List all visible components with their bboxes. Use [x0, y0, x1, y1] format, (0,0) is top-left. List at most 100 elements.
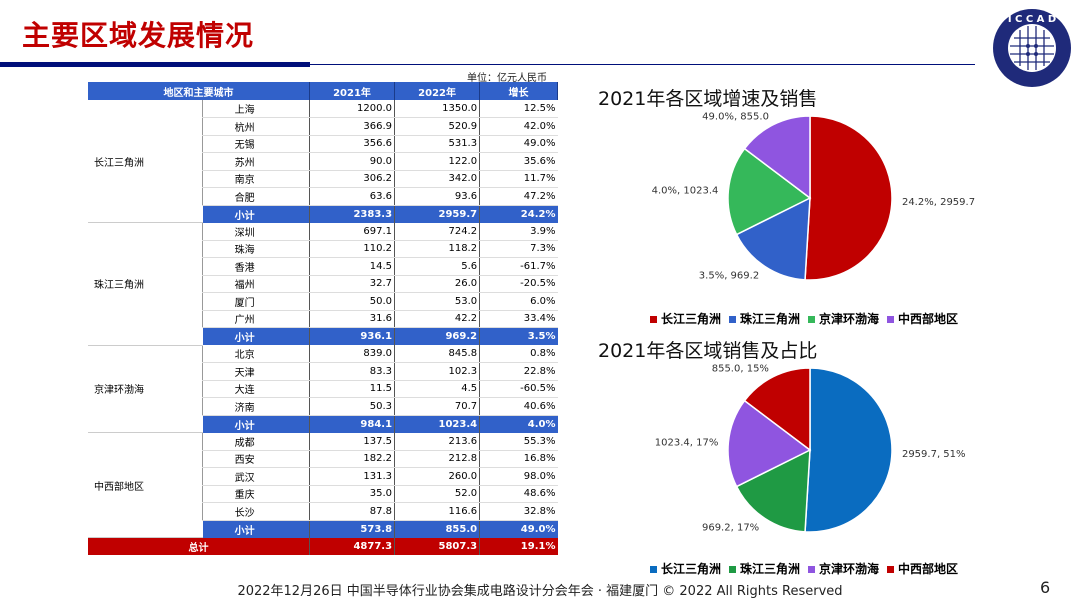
subtotal-growth: 3.5%: [479, 327, 558, 345]
legend-item: 京津环渤海: [808, 560, 879, 577]
legend-label: 中西部地区: [898, 562, 959, 576]
legend-swatch: [887, 566, 895, 573]
value-2021: 50.3: [308, 397, 395, 416]
value-2021: 35.0: [308, 485, 395, 503]
legend-item: 长江三角洲: [650, 310, 721, 327]
region-name: 京津环渤海: [88, 345, 203, 433]
growth-rate: 7.3%: [479, 240, 558, 258]
subtotal-growth: 24.2%: [479, 205, 558, 223]
table-row: 武汉 131.3 260.0 98.0%: [88, 467, 558, 486]
chart-title: 2021年各区域增速及销售: [598, 88, 818, 110]
chart-title: 2021年各区域销售及占比: [598, 340, 818, 362]
city-name: 济南: [201, 397, 310, 416]
city-name: 深圳: [201, 222, 310, 241]
growth-rate: 55.3%: [479, 432, 558, 451]
unit-label: 单位：亿元人民币: [467, 73, 547, 84]
col-header-2022: 2022年: [394, 82, 481, 100]
value-2022: 53.0: [394, 292, 480, 311]
value-2021: 14.5: [308, 257, 395, 276]
growth-rate: -60.5%: [479, 380, 558, 398]
subtotal-row: 小计 936.1 969.2 3.5%: [88, 327, 558, 345]
growth-rate: 32.8%: [479, 502, 558, 521]
legend-label: 京津环渤海: [819, 562, 880, 576]
city-name: 杭州: [201, 117, 310, 136]
table-row: 合肥 63.6 93.6 47.2%: [88, 187, 558, 206]
pie-slice: [727, 399, 812, 488]
subtotal-2021: 984.1: [308, 415, 395, 433]
legend-swatch: [729, 316, 737, 323]
legend-label: 珠江三角洲: [740, 312, 801, 326]
growth-rate: 33.4%: [479, 310, 558, 328]
legend-label: 京津环渤海: [819, 312, 880, 326]
city-name: 合肥: [201, 187, 310, 206]
subtotal-label: 小计: [201, 205, 310, 223]
pie-slice: [804, 115, 893, 281]
pie-slice: [735, 196, 811, 281]
value-2021: 31.6: [308, 310, 395, 328]
legend-item: 长江三角洲: [650, 560, 721, 577]
value-2021: 697.1: [308, 222, 395, 241]
city-name: 大连: [201, 380, 310, 398]
value-2021: 11.5: [308, 380, 395, 398]
value-2022: 213.6: [394, 432, 480, 451]
table-row: 大连 11.5 4.5 -60.5%: [88, 380, 558, 398]
city-name: 北京: [201, 345, 310, 363]
table-row: 西安 182.2 212.8 16.8%: [88, 450, 558, 468]
subtotal-growth: 49.0%: [479, 520, 558, 538]
growth-rate: 11.7%: [479, 170, 558, 188]
data-label: 4.0%, 1023.4: [652, 186, 719, 197]
growth-rate: 42.0%: [479, 117, 558, 136]
subtotal-2022: 969.2: [394, 327, 480, 345]
subtotal-2022: 1023.4: [394, 415, 480, 433]
col-header-2021: 2021年: [309, 82, 396, 100]
region-sales-table: 地区和主要城市 2021年 2022年 增长 长江三角洲 上海 1200.0 1350…: [88, 82, 558, 555]
value-2021: 137.5: [308, 432, 395, 451]
table-row: 杭州 366.9 520.9 42.0%: [88, 117, 558, 136]
city-name: 福州: [201, 275, 310, 293]
title-underline: [0, 62, 310, 67]
total-2021: 4877.3: [308, 537, 395, 555]
footer-text: 2022年12月26日 中国半导体行业协会集成电路设计分会年会 · 福建厦门 ©…: [237, 584, 843, 599]
data-label: 3.5%, 969.2: [699, 271, 759, 282]
legend-item: 中西部地区: [887, 310, 958, 327]
table-row: 中西部地区 成都 137.5 213.6 55.3%: [88, 432, 558, 538]
city-name: 天津: [201, 362, 310, 381]
total-row: 总计 4877.3 5807.3 19.1%: [88, 537, 558, 555]
city-name: 无锡: [201, 135, 310, 153]
legend-label: 中西部地区: [898, 312, 959, 326]
pie-slice: [743, 367, 811, 452]
value-2021: 32.7: [308, 275, 395, 293]
pie-slice: [735, 448, 811, 533]
growth-rate: 3.9%: [479, 222, 558, 241]
table-row: 珠江三角洲 深圳 697.1 724.2 3.9%: [88, 222, 558, 346]
legend-swatch: [808, 316, 816, 323]
value-2022: 5.6: [394, 257, 480, 276]
value-2021: 1200.0: [308, 100, 395, 118]
table-row: 重庆 35.0 52.0 48.6%: [88, 485, 558, 503]
subtotal-2021: 936.1: [308, 327, 395, 345]
subtotal-label: 小计: [201, 327, 310, 345]
value-2022: 845.8: [394, 345, 480, 363]
table-row: 南京 306.2 342.0 11.7%: [88, 170, 558, 188]
value-2021: 87.8: [308, 502, 395, 521]
data-label: 969.2, 17%: [702, 523, 759, 534]
growth-rate: 12.5%: [479, 100, 558, 118]
pie-svg: 24.2%, 2959.7 3.5%, 969.2 4.0%, 1023.4 49.0…: [652, 112, 975, 282]
growth-rate: 47.2%: [479, 187, 558, 206]
legend-label: 长江三角洲: [661, 562, 722, 576]
value-2022: 520.9: [394, 117, 480, 136]
legend-item: 中西部地区: [887, 560, 958, 577]
page-title: 主要区域发展情况: [22, 19, 255, 52]
value-2022: 93.6: [394, 187, 480, 206]
legend-swatch: [808, 566, 816, 573]
growth-rate: -61.7%: [479, 257, 558, 276]
subtotal-growth: 4.0%: [479, 415, 558, 433]
value-2022: 260.0: [394, 467, 480, 486]
title-divider: [310, 64, 975, 65]
value-2021: 83.3: [308, 362, 395, 381]
value-2022: 4.5: [394, 380, 480, 398]
region-name: 长江三角洲: [88, 100, 203, 223]
growth-rate: 22.8%: [479, 362, 558, 381]
growth-rate: 35.6%: [479, 152, 558, 171]
value-2022: 531.3: [394, 135, 480, 153]
